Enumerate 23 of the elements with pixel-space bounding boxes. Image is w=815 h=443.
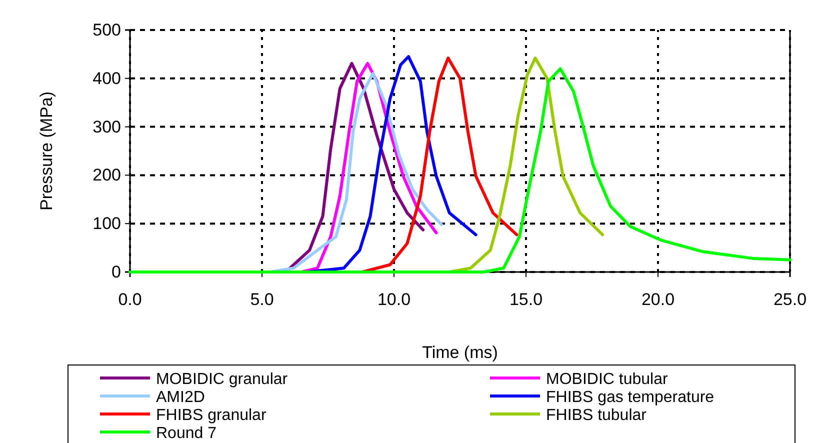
y-tick-label: 0 [112, 262, 121, 282]
x-tick-label: 15.0 [509, 290, 543, 310]
y-tick-label: 200 [92, 166, 121, 185]
y-tick-label: 300 [92, 117, 121, 136]
legend-label: MOBIDIC tubular [546, 371, 668, 388]
legend-label: FHIBS gas temperature [546, 389, 714, 406]
legend-label: AMI2D [156, 389, 205, 406]
y-tick-label: 100 [92, 214, 121, 234]
legend-label: FHIBS tubular [546, 407, 648, 424]
y-tick-label: 500 [92, 20, 121, 40]
legend-label: FHIBS granular [156, 407, 267, 424]
line-series [360, 56, 518, 274]
legend-label: Round 7 [156, 425, 217, 442]
x-tick-label: 5.0 [250, 290, 274, 310]
x-tick-label: 10.0 [377, 290, 411, 310]
x-tick-label: 25.0 [773, 290, 807, 310]
y-axis-title: Pressure (MPa) [37, 91, 56, 211]
line-series [448, 56, 604, 274]
x-tick-label: 20.0 [641, 290, 675, 310]
x-axis-title: Time (ms) [422, 343, 498, 362]
x-tick-label: 0.0 [118, 290, 142, 310]
legend-label: MOBIDIC granular [156, 371, 288, 388]
y-tick-label: 400 [92, 68, 121, 88]
